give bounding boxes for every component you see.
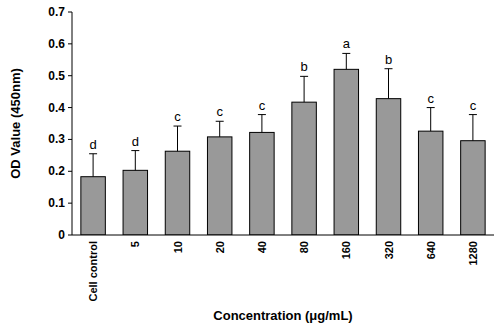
significance-letter: b: [300, 59, 307, 74]
significance-letter: c: [470, 98, 477, 113]
bar: [418, 131, 442, 235]
y-tick: [68, 12, 72, 13]
bars: [81, 53, 485, 235]
bar: [123, 170, 147, 235]
y-axis: [72, 12, 73, 235]
significance-letter: d: [89, 137, 96, 152]
error-bar: [342, 53, 350, 69]
bar: [81, 177, 105, 235]
y-axis-label: OD Value (450nm): [8, 68, 23, 179]
y-tick: [68, 107, 72, 108]
y-tick-label: 0.2: [48, 164, 65, 178]
x-tick-label: 320: [383, 241, 395, 259]
error-bar: [89, 154, 97, 177]
x-tick-label: 5: [129, 241, 141, 247]
significance-letter: c: [216, 104, 223, 119]
x-axis: [72, 235, 494, 236]
y-tick-label: 0: [58, 228, 65, 242]
y-tick: [68, 139, 72, 140]
bar: [376, 99, 400, 235]
significance-letter: c: [427, 91, 434, 106]
significance-letter: c: [174, 109, 181, 124]
error-bar: [131, 151, 139, 171]
bar: [250, 132, 274, 235]
chart: 0 0.1 0.2 0.3 0.4 0.5 0.6 0.7 d d c c c b a b c c Cell con…: [0, 0, 500, 328]
significance-letter: b: [385, 52, 392, 67]
y-tick: [68, 171, 72, 172]
significance-letter: d: [132, 134, 139, 149]
x-tick-label: 40: [256, 241, 268, 253]
error-bar: [216, 121, 224, 137]
error-bar: [427, 108, 435, 132]
bar: [292, 102, 316, 235]
significance-letter: a: [343, 36, 351, 51]
error-bar: [258, 115, 266, 133]
error-bar: [300, 76, 308, 102]
x-tick-label: Cell control: [87, 241, 99, 302]
y-tick: [68, 43, 72, 44]
error-bar: [469, 115, 477, 141]
bar: [207, 137, 231, 235]
error-bar: [174, 126, 182, 151]
y-tick-label: 0.6: [48, 37, 65, 51]
x-tick-label: 10: [172, 241, 184, 253]
x-tick-label: 640: [425, 241, 437, 259]
x-tick-label: 80: [298, 241, 310, 253]
y-tick-label: 0.7: [48, 5, 65, 19]
bar: [461, 141, 485, 235]
x-axis-label: Concentration (μg/mL): [213, 308, 352, 323]
y-tick-label: 0.4: [48, 101, 65, 115]
y-tick-label: 0.3: [48, 132, 65, 146]
chart-svg: 0 0.1 0.2 0.3 0.4 0.5 0.6 0.7 d d c c c b a b c c Cell con…: [0, 0, 500, 328]
y-tick-label: 0.5: [48, 69, 65, 83]
significance-letter: c: [259, 98, 266, 113]
y-tick-label: 0.1: [48, 196, 65, 210]
bar: [334, 69, 358, 235]
x-tick-label: 160: [340, 241, 352, 259]
y-tick: [68, 203, 72, 204]
x-tick-label: 1280: [467, 241, 479, 265]
error-bar: [385, 69, 393, 99]
x-tick-label: 20: [214, 241, 226, 253]
bar: [165, 151, 189, 235]
y-tick: [68, 75, 72, 76]
y-tick: [68, 235, 72, 236]
